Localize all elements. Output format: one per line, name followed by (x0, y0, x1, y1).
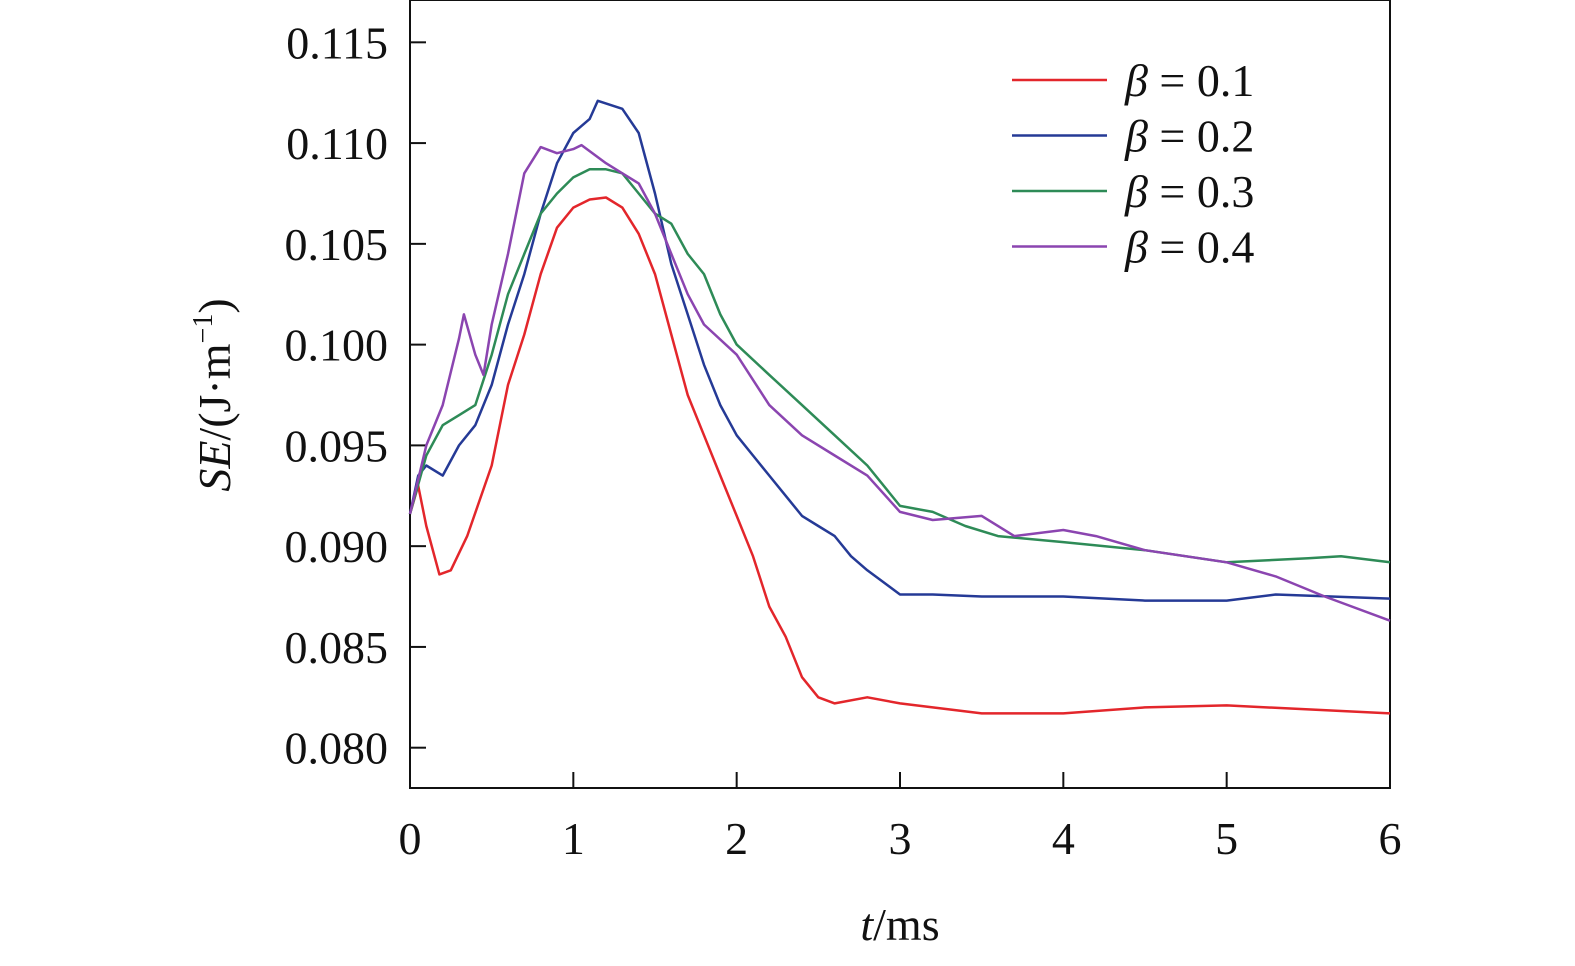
y-tick-label: 0.100 (285, 320, 389, 371)
x-tick-label: 1 (562, 813, 585, 864)
series-line-2 (408, 99, 1391, 602)
series-line-1 (408, 196, 1391, 715)
legend: β = 0.1β = 0.2β = 0.3β = 0.4 (1012, 55, 1254, 273)
y-tick-label: 0.085 (285, 622, 389, 673)
x-tick-label: 6 (1379, 813, 1402, 864)
y-tick-label: 0.115 (286, 17, 388, 68)
legend-label: β = 0.3 (1124, 166, 1254, 217)
series-line-4 (408, 143, 1391, 622)
y-tick-label: 0.105 (285, 219, 389, 270)
y-tick-label: 0.095 (285, 420, 389, 471)
x-tick-label: 0 (399, 813, 422, 864)
x-tick-label: 5 (1215, 813, 1238, 864)
x-tick-label: 3 (889, 813, 912, 864)
y-axis-ticks: 0.080 0.085 0.090 0.095 0.100 0.105 0.110 0.115 (285, 17, 426, 774)
x-tick-label: 4 (1052, 813, 1075, 864)
series-line-3 (408, 168, 1391, 564)
legend-label: β = 0.1 (1124, 55, 1254, 106)
y-tick-label: 0.090 (285, 521, 389, 572)
y-tick-label: 0.080 (285, 723, 389, 774)
legend-label: β = 0.2 (1124, 111, 1254, 162)
series-lines (408, 99, 1391, 715)
y-axis-label: SE/(J·m−1) (188, 298, 240, 491)
x-axis-ticks: 0 1 2 3 4 5 6 (399, 772, 1402, 864)
x-tick-label: 2 (725, 813, 748, 864)
legend-label: β = 0.4 (1124, 222, 1254, 273)
x-axis-label: t/ms (860, 899, 939, 950)
y-tick-label: 0.110 (286, 118, 388, 169)
